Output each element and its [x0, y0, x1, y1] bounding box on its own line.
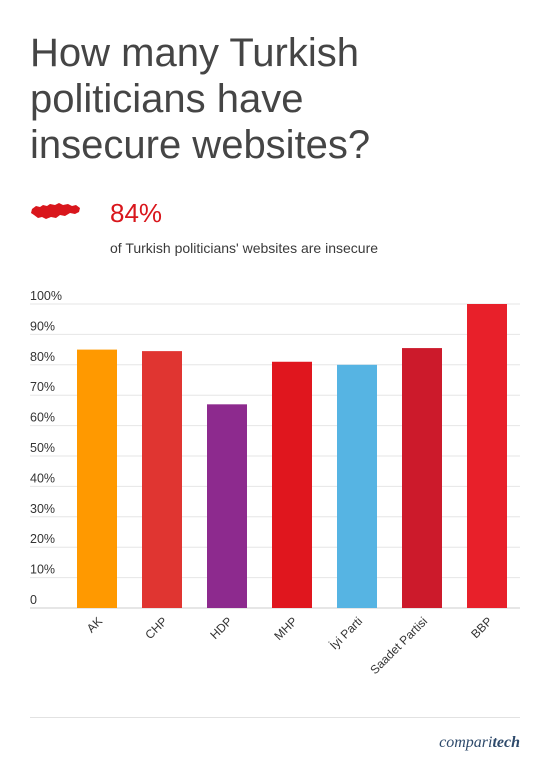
bar-hdp	[207, 404, 247, 608]
bar-ak	[77, 349, 117, 608]
stat-value: 84%	[110, 198, 163, 228]
y-tick-label: 40%	[30, 471, 55, 485]
y-tick-label: 50%	[30, 441, 55, 455]
category-label: MHP	[271, 614, 300, 643]
comparitech-logo: comparitech	[439, 734, 520, 752]
category-label: Saadet Partisi	[367, 614, 430, 677]
divider	[30, 717, 520, 718]
category-label: HDP	[207, 614, 235, 642]
y-tick-label: 10%	[30, 563, 55, 577]
bar-bbp	[467, 304, 507, 608]
bar-mhp	[272, 361, 312, 608]
page-title: How many Turkish politicians have insecu…	[30, 31, 371, 167]
y-tick-label: 90%	[30, 319, 55, 333]
stat-label: of Turkish politicians' websites are ins…	[110, 240, 379, 256]
bar-chp	[142, 351, 182, 608]
y-tick-label: 100%	[30, 289, 62, 303]
y-tick-label: 30%	[30, 502, 55, 516]
y-tick-label: 70%	[30, 380, 55, 394]
category-label: İyi Parti	[327, 614, 365, 652]
bar-i-yi-parti	[337, 364, 377, 608]
category-label: BBP	[468, 614, 495, 641]
y-tick-label: 20%	[30, 532, 55, 546]
y-tick-label: 0	[30, 593, 37, 607]
brand-part1: compari	[439, 734, 493, 751]
bar-chart: 0 10% 20% 30% 40% 50% 60% 70% 80% 90% 100% AK CHP HDP…	[30, 289, 520, 677]
brand-part2: tech	[492, 734, 520, 751]
category-label: CHP	[142, 614, 170, 642]
y-tick-label: 80%	[30, 350, 55, 364]
turkey-map-icon	[30, 200, 82, 222]
y-tick-label: 60%	[30, 411, 55, 425]
bar-saadet-partisi	[402, 348, 442, 608]
category-label: AK	[84, 614, 105, 635]
